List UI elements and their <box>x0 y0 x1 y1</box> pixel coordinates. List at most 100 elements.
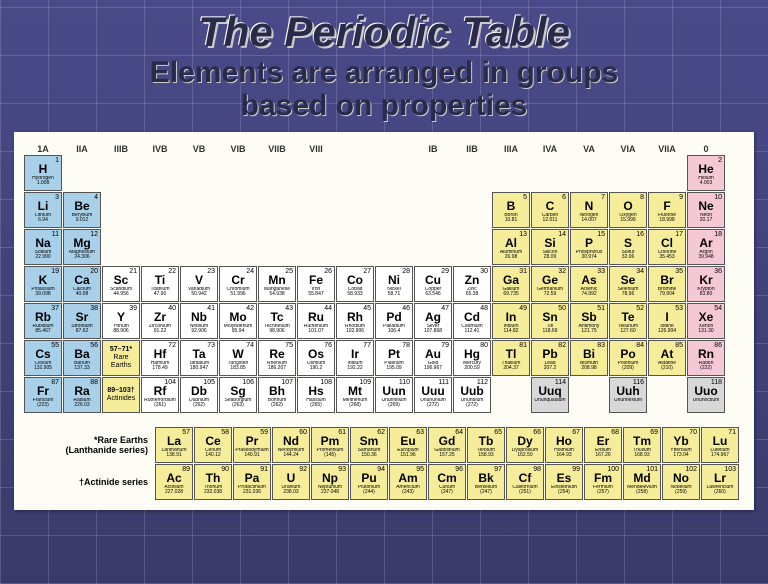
element-cell: 35BrBromine79.904 <box>648 266 686 302</box>
element-symbol: Sm <box>351 435 387 447</box>
atomic-mass: 112.41 <box>454 329 490 334</box>
element-symbol: K <box>25 274 61 286</box>
atomic-number: 36 <box>714 268 722 275</box>
atomic-mass: 190.2 <box>298 366 334 371</box>
element-symbol: Mt <box>337 385 373 397</box>
element-cell: 98CfCalifornium(251) <box>506 464 544 500</box>
element-symbol: Uun <box>376 385 412 397</box>
atomic-number: 67 <box>572 429 580 436</box>
atomic-number: 8 <box>640 194 644 201</box>
atomic-mass: 183.85 <box>220 366 256 371</box>
atomic-number: 101 <box>646 466 658 473</box>
atomic-number: 114 <box>555 379 566 386</box>
atomic-mass: (210) <box>649 366 685 371</box>
atomic-number: 112 <box>477 379 488 386</box>
element-symbol: Cs <box>25 348 61 360</box>
element-cell: 21ScScandium44.956 <box>102 266 140 302</box>
element-symbol: Cl <box>649 237 685 249</box>
atomic-mass: 10.81 <box>493 218 529 223</box>
element-cell: 70YbYtterbium173.04 <box>662 427 700 463</box>
series-note: 89–103†Actinides <box>102 377 140 413</box>
element-cell: 80HgMercury200.59 <box>453 340 491 376</box>
atomic-mass: 24.306 <box>64 255 100 260</box>
element-symbol: Uub <box>454 385 490 397</box>
element-symbol: Se <box>610 274 646 286</box>
atomic-number: 39 <box>129 305 137 312</box>
atomic-mass: (209) <box>610 366 646 371</box>
element-cell: 53IIodine126.904 <box>648 303 686 339</box>
atomic-number: 77 <box>363 342 371 349</box>
atomic-number: 65 <box>494 429 502 436</box>
atomic-number: 18 <box>714 231 722 238</box>
atomic-mass: 144.24 <box>273 453 309 458</box>
atomic-mass: 44.956 <box>103 292 139 297</box>
atomic-mass: (262) <box>259 403 295 408</box>
atomic-number: 86 <box>714 342 722 349</box>
atomic-mass: (251) <box>507 490 543 495</box>
atomic-number: 80 <box>480 342 488 349</box>
element-cell: 99EsEinsteinium(254) <box>545 464 583 500</box>
element-cell: 72HfHafnium178.49 <box>141 340 179 376</box>
atomic-mass: 39.098 <box>25 292 61 297</box>
atomic-mass: (263) <box>220 403 256 408</box>
group-header: IVB <box>141 142 179 154</box>
atomic-number: 46 <box>402 305 410 312</box>
atomic-number: 76 <box>324 342 332 349</box>
atomic-number: 78 <box>402 342 410 349</box>
element-symbol: Na <box>25 237 61 249</box>
atomic-number: 62 <box>377 429 385 436</box>
atomic-mass: 72.59 <box>532 292 568 297</box>
atomic-mass: 1.008 <box>25 181 61 186</box>
atomic-mass: 137.33 <box>64 366 100 371</box>
element-cell: 5BBoron10.81 <box>492 192 530 228</box>
element-symbol: Er <box>585 435 621 447</box>
element-symbol: Ge <box>532 274 568 286</box>
atomic-number: 10 <box>714 194 722 201</box>
atomic-number: 118 <box>711 379 722 386</box>
element-cell: 56BaBarium137.33 <box>63 340 101 376</box>
element-cell: 2HeHelium4.003 <box>687 155 725 191</box>
atomic-number: 13 <box>519 231 527 238</box>
element-cell: 47AgSilver107.868 <box>414 303 452 339</box>
element-cell: 92UUranium238.03 <box>272 464 310 500</box>
element-symbol: Pr <box>234 435 270 447</box>
atomic-number: 22 <box>168 268 176 275</box>
atomic-number: 72 <box>168 342 176 349</box>
element-cell: 40ZrZirconium91.22 <box>141 303 179 339</box>
atomic-number: 64 <box>455 429 463 436</box>
atomic-number: 84 <box>636 342 644 349</box>
periodic-table-board: 1AIIAIIIBIVBVBVIBVIIBVIIIIBIIBIIIAIVAVAV… <box>14 132 754 510</box>
atomic-mass: 35.453 <box>649 255 685 260</box>
atomic-number: 30 <box>480 268 488 275</box>
atomic-mass: 204.37 <box>493 366 529 371</box>
atomic-number: 90 <box>221 466 229 473</box>
group-header: VIIB <box>258 142 296 154</box>
atomic-number: 63 <box>416 429 424 436</box>
atomic-number: 35 <box>675 268 683 275</box>
element-symbol: Ac <box>156 472 192 484</box>
element-cell: 111UuuUnununium(272) <box>414 377 452 413</box>
atomic-number: 6 <box>562 194 566 201</box>
atomic-number: 42 <box>246 305 254 312</box>
element-cell: 31GaGallium69.735 <box>492 266 530 302</box>
atomic-number: 116 <box>633 379 644 386</box>
atomic-number: 93 <box>338 466 346 473</box>
atomic-number: 41 <box>207 305 215 312</box>
element-cell: 107BhBohrium(262) <box>258 377 296 413</box>
atomic-mass: 78.96 <box>610 292 646 297</box>
atomic-mass: (247) <box>468 490 504 495</box>
element-symbol: Re <box>259 348 295 360</box>
atomic-number: 25 <box>285 268 293 275</box>
atomic-number: 14 <box>558 231 566 238</box>
atomic-mass: 121.75 <box>571 329 607 334</box>
element-cell: 74WTungsten183.85 <box>219 340 257 376</box>
element-cell: 3LiLithium6.94 <box>24 192 62 228</box>
atomic-number: 69 <box>650 429 658 436</box>
atomic-number: 52 <box>636 305 644 312</box>
atomic-mass: 162.50 <box>507 453 543 458</box>
element-symbol: Db <box>181 385 217 397</box>
atomic-mass: 232.038 <box>195 490 231 495</box>
atomic-mass: 107.868 <box>415 329 451 334</box>
atomic-mass: 47.90 <box>142 292 178 297</box>
atomic-mass: 131.30 <box>688 329 724 334</box>
